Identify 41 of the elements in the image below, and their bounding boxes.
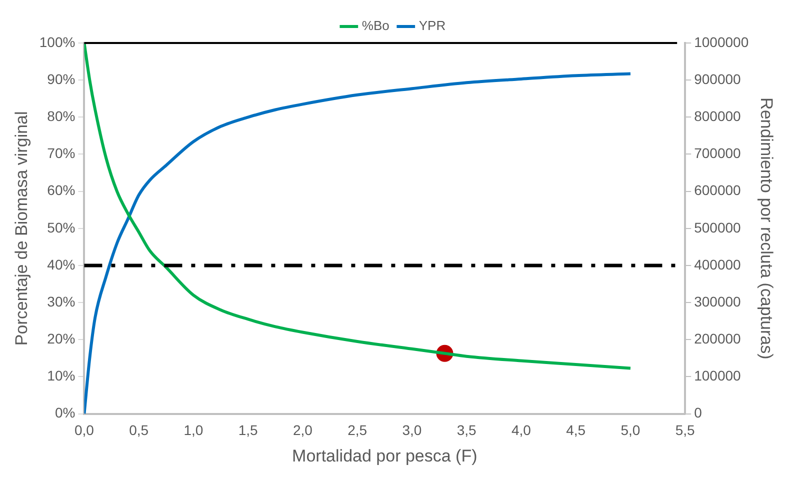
- y-tick-label: 90%: [47, 70, 76, 87]
- y-tick-label: 70%: [47, 145, 76, 162]
- y-tick-label: 20%: [47, 330, 76, 346]
- x-tick-label: 0,5: [129, 422, 149, 438]
- y2-tick-label: 0: [694, 404, 702, 421]
- line-series: [84, 72, 632, 414]
- y-tick-label: 0%: [54, 404, 76, 421]
- x-axis-title: Mortalidad por pesca (F): [292, 446, 478, 466]
- y2-axis-title: Rendimiento por recluta (capturas): [757, 98, 776, 360]
- x-tick-label: 3,0: [402, 422, 422, 438]
- legend-label: YPR: [418, 18, 446, 34]
- y-tick-label: 80%: [47, 108, 76, 124]
- legend-label: %Bo: [362, 18, 390, 34]
- y-tick-label: 40%: [47, 256, 76, 272]
- y-tick-label: 10%: [47, 368, 76, 384]
- y-tick-label: 100%: [39, 34, 76, 50]
- y-tick-label: 60%: [47, 182, 76, 198]
- y2-tick-label: 800000: [694, 108, 742, 124]
- line-series: [84, 43, 632, 370]
- y2-tick-label: 700000: [694, 145, 742, 162]
- x-tick-label: 2,5: [348, 422, 368, 438]
- x-tick-label: 1,5: [238, 422, 258, 438]
- x-tick-label: 4,0: [511, 422, 532, 438]
- y2-tick-label: 200000: [694, 330, 742, 346]
- x-tick-label: 1,0: [184, 422, 204, 438]
- x-tick-label: 5,5: [675, 422, 696, 438]
- y-tick-label: 30%: [47, 293, 76, 310]
- y2-tick-label: 400000: [694, 256, 742, 272]
- y2-tick-label: 100000: [694, 368, 742, 384]
- x-tick-label: 0,0: [74, 422, 94, 438]
- y2-tick-label: 300000: [694, 293, 742, 310]
- y2-tick-label: 900000: [694, 70, 742, 87]
- y2-tick-label: 600000: [694, 182, 742, 198]
- y2-tick-label: 1000000: [694, 34, 749, 50]
- y2-tick-label: 500000: [694, 219, 742, 236]
- x-tick-label: 4,5: [566, 422, 586, 438]
- x-tick-label: 2,0: [292, 422, 313, 438]
- x-tick-label: 5,0: [620, 422, 640, 438]
- x-tick-label: 3,5: [456, 422, 477, 438]
- y-axis-title: Porcentaje de Biomasa virginal: [12, 111, 31, 346]
- y-tick-label: 50%: [47, 219, 76, 236]
